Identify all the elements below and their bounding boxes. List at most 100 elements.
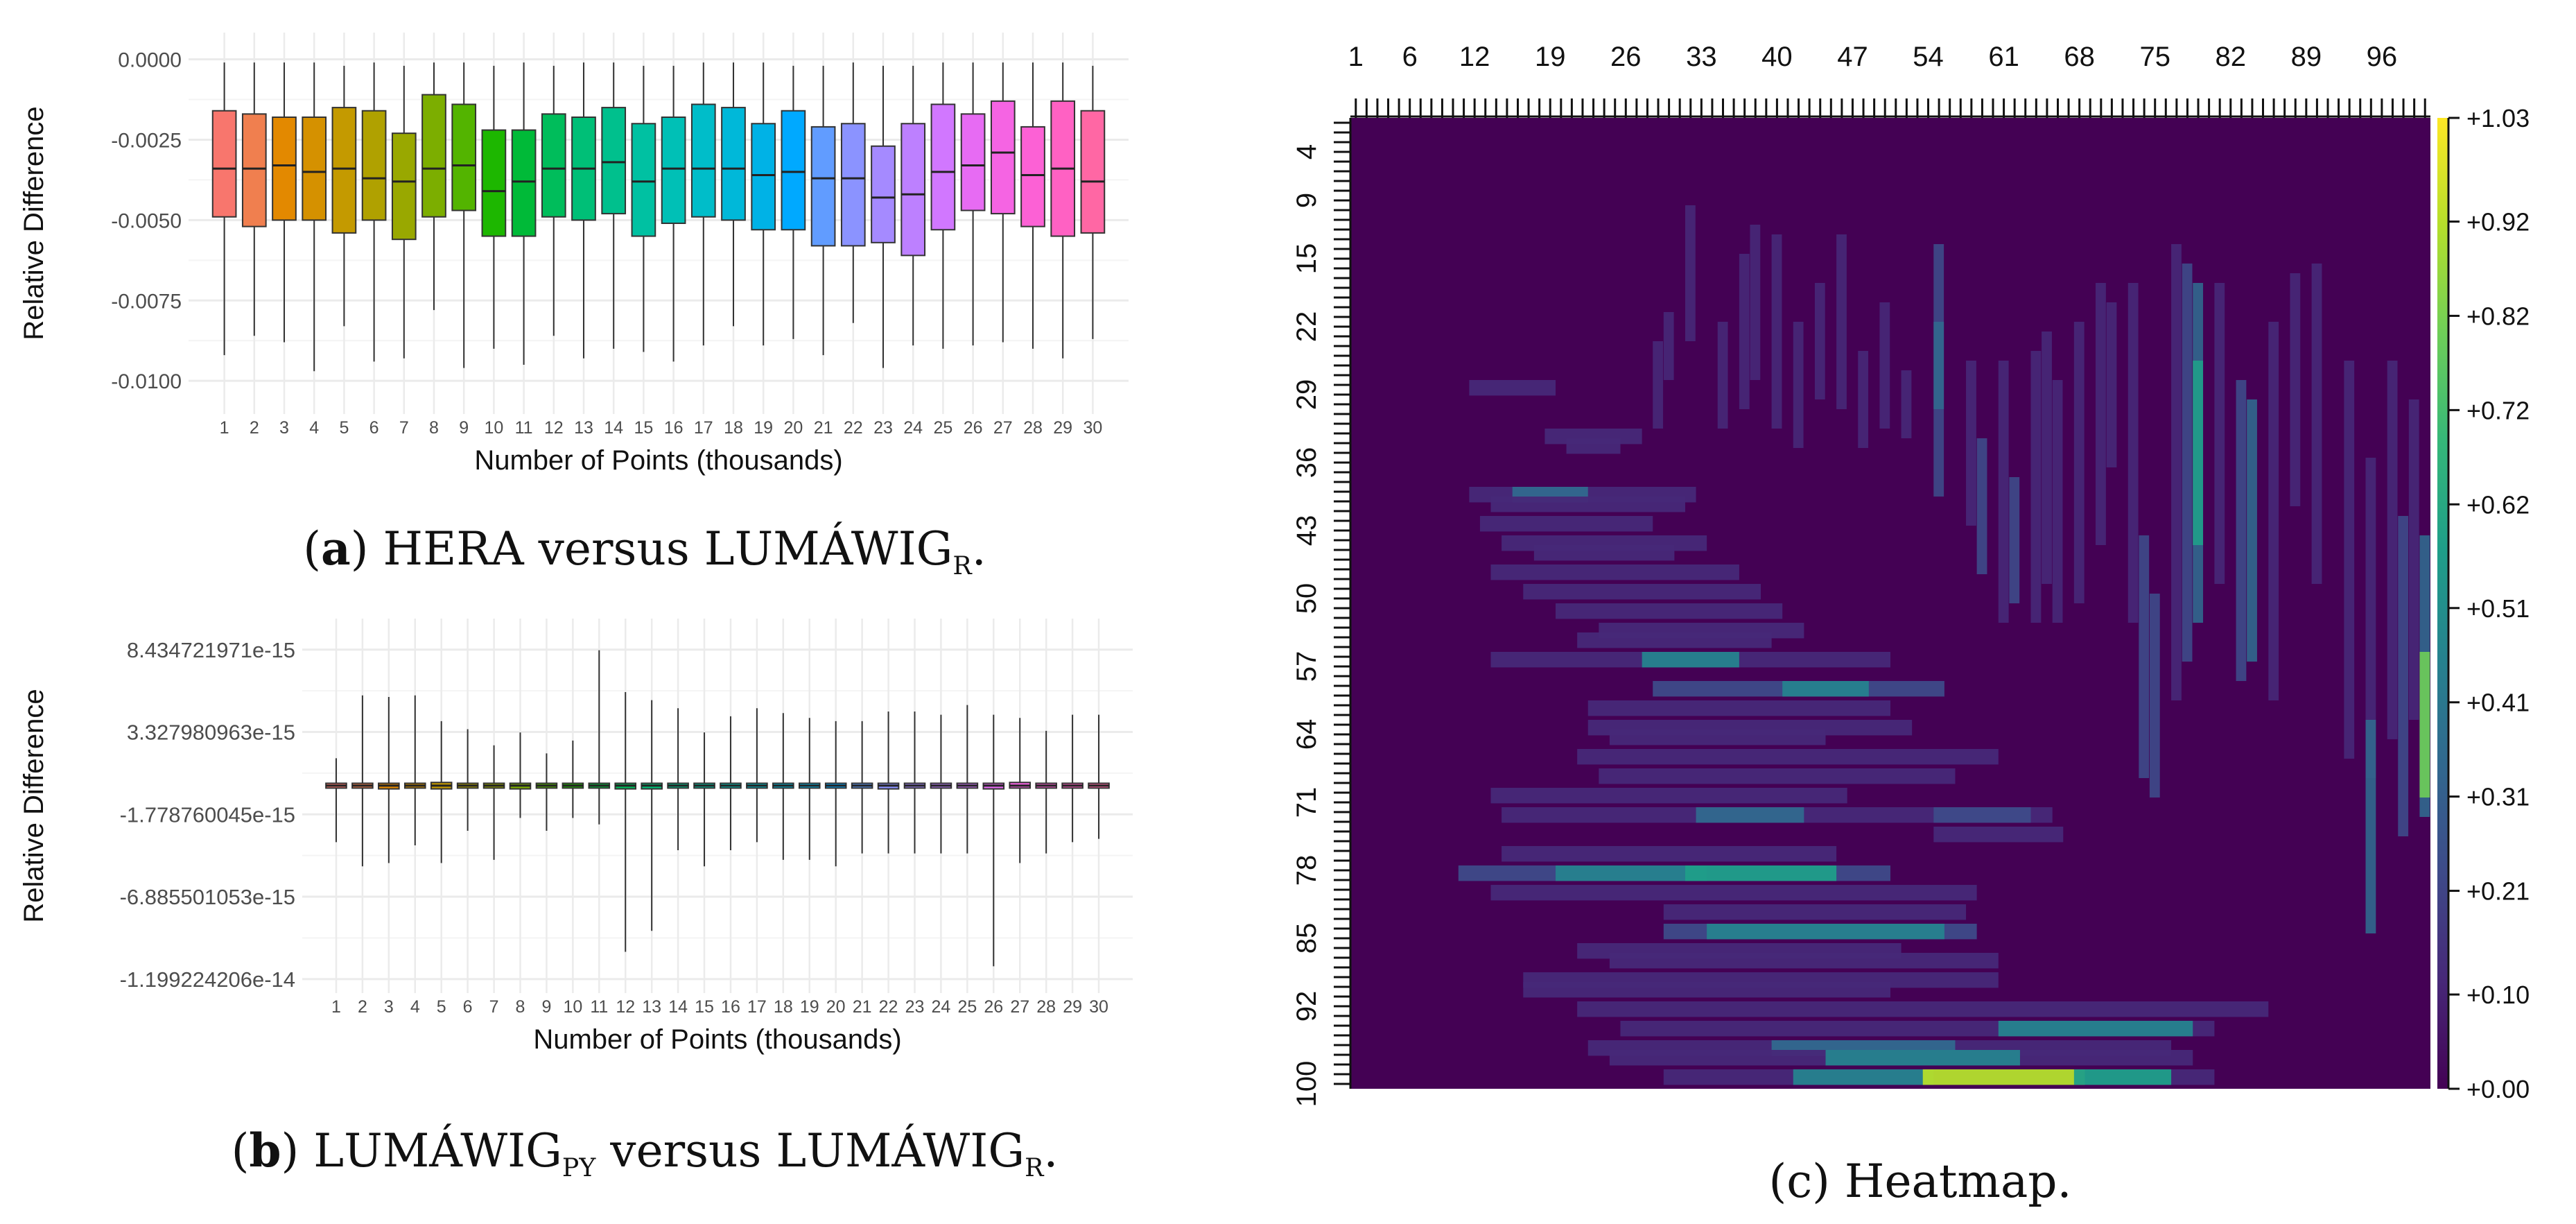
heatmap-x-label: 33 (1686, 42, 1717, 72)
box (421, 94, 446, 218)
colorbar-label: +0.31 (2466, 783, 2530, 811)
x-tick-label: 1 (331, 997, 341, 1017)
x-tick-label: 18 (724, 418, 743, 438)
x-tick-label: 5 (437, 997, 446, 1017)
x-tick-label: 14 (668, 997, 688, 1017)
x-tick-label: 27 (1010, 997, 1029, 1017)
x-axis-title: Number of Points (thousands) (533, 1024, 901, 1055)
x-tick-label: 21 (814, 418, 833, 438)
heatmap-y-label: 71 (1291, 787, 1322, 818)
heat-row-band (1685, 865, 1837, 881)
heat-column-band (2247, 399, 2257, 662)
heat-column-band (2419, 652, 2430, 798)
heatmap-y-label: 15 (1291, 243, 1322, 275)
x-tick-label: 23 (905, 997, 925, 1017)
x-tick-label: 17 (747, 997, 767, 1017)
colorbar-label: +0.10 (2466, 981, 2530, 1009)
x-tick-label: 15 (695, 997, 714, 1017)
x-tick-label: 16 (721, 997, 740, 1017)
x-tick-label: 30 (1089, 997, 1108, 1017)
heat-row-band (1490, 788, 1847, 804)
heat-row-band (1490, 497, 1685, 512)
box (481, 129, 507, 237)
heat-column-band (1901, 370, 1912, 438)
heatmap-y-label: 85 (1291, 923, 1322, 954)
heat-column-band (2344, 361, 2355, 759)
x-tick-label: 21 (853, 997, 872, 1017)
heatmap-y-label: 43 (1291, 515, 1322, 546)
x-axis-title: Number of Points (thousands) (474, 445, 842, 476)
heatmap-x-label: 61 (1988, 42, 2019, 72)
heat-row-band (1533, 545, 1675, 561)
heat-row-band (1490, 564, 1739, 580)
x-tick-label: 3 (279, 418, 289, 438)
box (661, 117, 686, 224)
heat-column-band (2398, 516, 2409, 836)
box (960, 113, 986, 212)
x-tick-label: 18 (774, 997, 793, 1017)
heat-row-band (1577, 632, 1772, 648)
heat-row-band (1609, 953, 1999, 969)
x-tick-label: 12 (544, 418, 564, 438)
box (1020, 126, 1045, 227)
x-tick-label: 29 (1053, 418, 1072, 438)
heat-row-band (1523, 584, 1761, 600)
y-tick-label: -0.0075 (111, 290, 182, 313)
y-tick-label: -1.778760045e-15 (120, 802, 295, 827)
x-tick-label: 28 (1023, 418, 1043, 438)
x-tick-label: 15 (634, 418, 653, 438)
colorbar-label: +0.72 (2466, 396, 2530, 424)
x-tick-label: 4 (309, 418, 319, 438)
colorbar-label: +0.21 (2466, 877, 2530, 906)
box (781, 110, 806, 231)
x-tick-label: 3 (384, 997, 394, 1017)
x-tick-label: 12 (616, 997, 635, 1017)
heat-column-band (2073, 322, 2085, 603)
y-tick-label: 3.327980963e-15 (127, 721, 295, 745)
heat-column-band (2106, 302, 2117, 467)
box (810, 126, 836, 247)
box (631, 123, 656, 237)
heatmap-x-label: 68 (2064, 42, 2095, 72)
x-tick-label: 1 (220, 418, 229, 438)
heatmap-y-label: 22 (1291, 311, 1322, 343)
box (361, 110, 387, 221)
x-tick-label: 2 (358, 997, 367, 1017)
box (391, 132, 417, 241)
heat-column-band (2171, 244, 2182, 700)
x-tick-label: 26 (964, 418, 983, 438)
heatmap-y-label: 4 (1291, 144, 1322, 160)
colorbar (2437, 118, 2448, 1089)
x-tick-label: 20 (826, 997, 846, 1017)
colorbar-label: +0.00 (2466, 1075, 2530, 1103)
heat-column-band (1739, 254, 1750, 409)
heat-column-band (1966, 361, 1976, 526)
y-axis-title: Relative Difference (19, 106, 49, 340)
box (1080, 110, 1106, 234)
heat-column-band (2387, 361, 2398, 739)
box (900, 123, 926, 257)
x-tick-label: 9 (459, 418, 469, 438)
heatmap-y-label: 57 (1291, 651, 1322, 682)
heatmap-y-label: 92 (1291, 991, 1322, 1022)
heatmap-x-label: 40 (1761, 42, 1793, 72)
heat-column-band (2127, 283, 2139, 623)
x-tick-label: 29 (1063, 997, 1082, 1017)
heatmap-x-label: 54 (1913, 42, 1944, 72)
y-axis-title: Relative Difference (19, 689, 49, 922)
x-tick-label: 17 (694, 418, 713, 438)
heat-row-band (1933, 807, 2031, 823)
x-tick-label: 8 (429, 418, 439, 438)
heat-row-band (1469, 380, 1556, 396)
x-tick-label: 2 (250, 418, 259, 438)
x-tick-label: 13 (574, 418, 593, 438)
heat-column-band (1717, 322, 1728, 429)
x-tick-label: 14 (604, 418, 623, 438)
boxplot-b-svg: 8.434721971e-15 3.327980963e-15 -1.7787600… (19, 619, 1133, 1055)
x-tick-label: 11 (515, 418, 533, 438)
heat-row-band (1566, 438, 1621, 454)
x-tick-label: 10 (563, 997, 582, 1017)
heat-column-band (2408, 399, 2419, 720)
heatmap-y-label: 29 (1291, 379, 1322, 411)
